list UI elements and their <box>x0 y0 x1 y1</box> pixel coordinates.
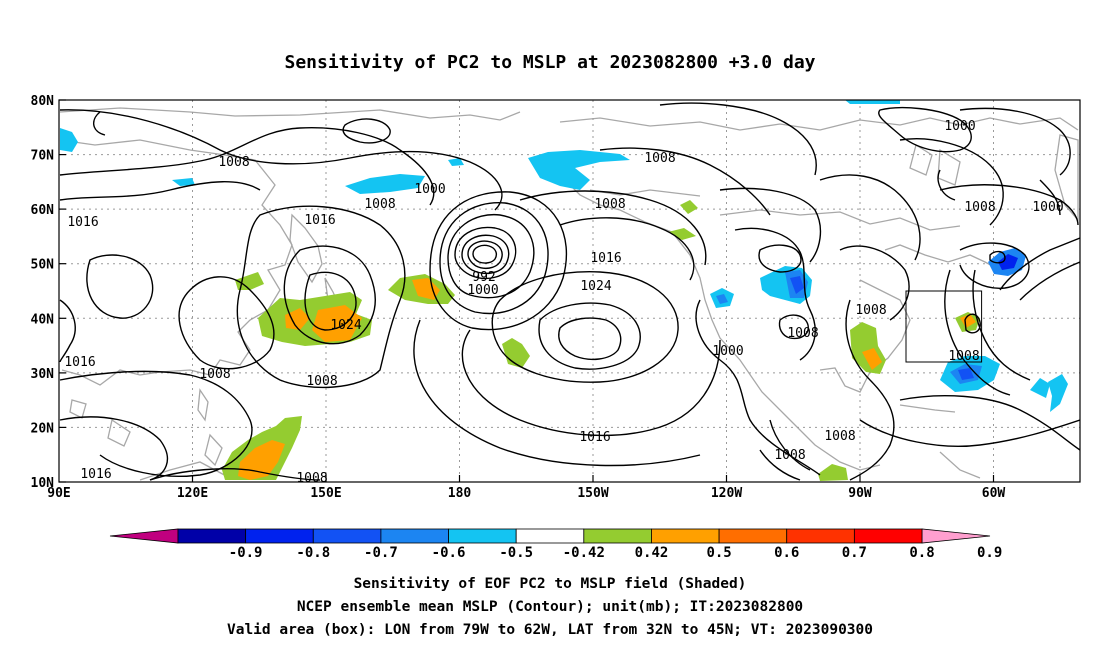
colorbar-cell <box>786 528 855 544</box>
colorbar-label: -0.42 <box>563 545 605 561</box>
contour-label: 1016 <box>579 430 610 445</box>
colorbar-label: -0.8 <box>296 545 330 561</box>
mslp-contours <box>59 102 1080 481</box>
axis-tick-marks <box>59 99 995 483</box>
colorbar-cell <box>853 528 923 544</box>
contour-label: 1016 <box>304 213 335 228</box>
contour-label: 1008 <box>824 429 855 444</box>
y-tick-label: 30N <box>31 367 55 382</box>
contour-label: 1016 <box>80 467 111 482</box>
contour-label: 1008 <box>306 374 337 389</box>
colorbar-cell <box>312 528 382 544</box>
contour-label: 1008 <box>855 303 886 318</box>
contour-label: 1000 <box>467 283 498 298</box>
colorbar-label: 0.8 <box>909 545 934 561</box>
x-tick-label: 120W <box>711 486 742 501</box>
y-tick-label: 10N <box>31 476 55 491</box>
map-title: Sensitivity of PC2 to MSLP at 2023082800… <box>284 52 815 73</box>
contour-label-layer: 1008 1000 1016 1008 1000 1008 1016 1008 … <box>64 119 1063 486</box>
contour-label: 1024 <box>580 279 611 294</box>
x-tick-label: 60W <box>982 486 1006 501</box>
colorbar-label: 0.7 <box>842 545 867 561</box>
contour-label: 1000 <box>944 119 975 134</box>
x-tick-label: 90W <box>848 486 872 501</box>
contour-label: 992 <box>472 270 495 285</box>
coastline-layer <box>59 107 1079 481</box>
colorbar-label: -0.7 <box>364 545 398 561</box>
colorbar-max-triangle <box>921 528 991 544</box>
colorbar-cell <box>583 528 652 544</box>
y-tick-label: 20N <box>31 421 55 436</box>
contour-label: 1000 <box>712 344 743 359</box>
colorbar-cell <box>177 528 247 544</box>
caption-line-2: NCEP ensemble mean MSLP (Contour); unit(… <box>297 599 803 615</box>
x-tick-label: 90E <box>47 486 70 501</box>
caption-line-1: Sensitivity of EOF PC2 to MSLP field (Sh… <box>354 576 747 592</box>
colorbar-cell <box>448 528 517 544</box>
colorbar-label: 0.9 <box>977 545 1002 561</box>
colorbar-label: -0.9 <box>229 545 263 561</box>
colorbar-label: 0.6 <box>774 545 799 561</box>
contour-label: 1008 <box>364 197 395 212</box>
colorbar-label: -0.5 <box>499 545 533 561</box>
colorbar-cell <box>651 528 720 544</box>
y-tick-label: 70N <box>31 149 55 164</box>
x-tick-label: 150W <box>577 486 608 501</box>
x-tick-label: 150E <box>310 486 341 501</box>
valid-area-box <box>905 290 983 363</box>
colorbar-label: 0.42 <box>635 545 669 561</box>
colorbar-label: 0.5 <box>706 545 731 561</box>
colorbar-label: -0.6 <box>432 545 466 561</box>
contour-label: 1024 <box>330 318 361 333</box>
contour-label: 1008 <box>948 349 979 364</box>
colorbar-cell <box>245 528 314 544</box>
contour-label: 1008 <box>218 155 249 170</box>
contour-label: 1008 <box>594 197 625 212</box>
contour-label: 1016 <box>64 355 95 370</box>
y-tick-label: 50N <box>31 258 55 273</box>
contour-label: 1008 <box>964 200 995 215</box>
colorbar-label-group: -0.9 -0.8 -0.7 -0.6 -0.5 -0.42 0.42 0.5 0.6 0.7 0.… <box>229 545 1003 561</box>
contour-label: 1008 <box>774 448 805 463</box>
contour-label: 1008 <box>644 151 675 166</box>
y-axis-labels: 80N 70N 60N 50N 40N 30N 20N 10N <box>31 94 55 491</box>
contour-label: 1016 <box>590 251 621 266</box>
contour-label: 1000 <box>414 182 445 197</box>
x-tick-label: 120E <box>177 486 208 501</box>
colorbar-cell <box>380 528 449 544</box>
x-axis-labels: 90E 120E 150E 180 150W 120W 90W 60W <box>47 486 1005 501</box>
y-tick-label: 40N <box>31 312 55 327</box>
contour-label: 1008 <box>199 367 230 382</box>
caption-line-3: Valid area (box): LON from 79W to 62W, L… <box>227 622 873 638</box>
colorbar: -0.9 -0.8 -0.7 -0.6 -0.5 -0.42 0.42 0.5 0.6 0.7 0.… <box>109 528 1003 561</box>
contour-label: 1016 <box>67 215 98 230</box>
map-frame <box>58 99 1081 483</box>
colorbar-cell <box>718 528 788 544</box>
colorbar-cells <box>177 528 923 544</box>
x-tick-label: 180 <box>448 486 472 501</box>
y-tick-label: 60N <box>31 203 55 218</box>
contour-label: 1000 <box>1032 200 1063 215</box>
contour-label: 1008 <box>787 326 818 341</box>
contour-label: 1008 <box>296 471 327 486</box>
y-tick-label: 80N <box>31 94 55 109</box>
colorbar-min-triangle <box>109 528 179 544</box>
colorbar-cell <box>515 528 585 544</box>
